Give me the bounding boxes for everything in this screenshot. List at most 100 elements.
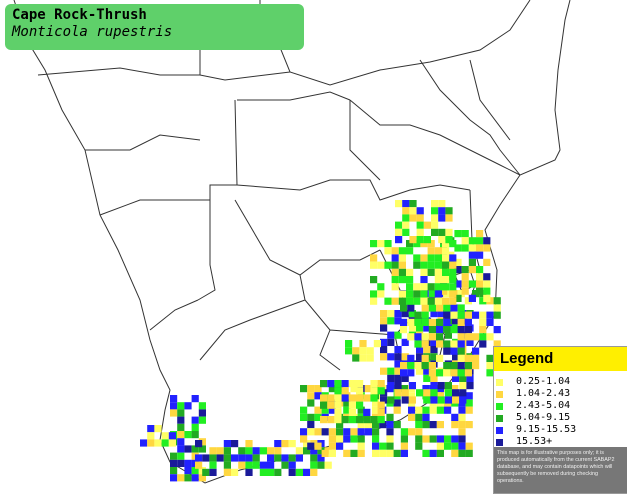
- grid-cell: [449, 290, 457, 298]
- grid-cell: [300, 413, 308, 421]
- grid-cell: [209, 468, 217, 476]
- grid-cell: [398, 268, 406, 276]
- grid-cell: [416, 207, 424, 215]
- grid-cell: [350, 435, 358, 443]
- grid-cell: [386, 421, 394, 429]
- grid-cell: [387, 396, 395, 404]
- grid-cell: [238, 454, 246, 462]
- grid-cell: [444, 435, 452, 443]
- grid-cell: [423, 367, 431, 375]
- grid-cell: [267, 447, 275, 455]
- grid-cell: [177, 452, 185, 460]
- grid-cell: [394, 317, 402, 325]
- grid-cell: [423, 389, 431, 397]
- grid-cell: [402, 207, 410, 215]
- grid-cell: [168, 432, 176, 440]
- grid-cell: [370, 297, 378, 305]
- grid-cell: [461, 273, 469, 281]
- grid-cell: [391, 276, 399, 284]
- grid-cell: [430, 346, 438, 354]
- grid-cell: [307, 428, 315, 436]
- grid-cell: [476, 251, 484, 259]
- grid-cell: [307, 392, 315, 400]
- grid-cell: [198, 416, 206, 424]
- legend-item: 9.15-15.53: [494, 424, 627, 437]
- grid-cell: [372, 449, 380, 457]
- grid-cell: [198, 402, 206, 410]
- grid-cell: [486, 354, 494, 362]
- grid-cell: [295, 454, 303, 462]
- grid-cell: [472, 354, 480, 362]
- interior-borders: [85, 134, 210, 216]
- grid-cell: [451, 421, 459, 429]
- grid-cell: [372, 399, 380, 407]
- grid-cell: [442, 261, 450, 269]
- grid-cell: [464, 297, 472, 305]
- grid-cell: [458, 406, 466, 414]
- grid-cell: [457, 318, 465, 326]
- grid-cell: [394, 360, 402, 368]
- grid-cell: [430, 353, 438, 361]
- grid-cell: [483, 237, 491, 245]
- grid-cell: [394, 331, 402, 339]
- legend-swatch: [496, 403, 503, 410]
- grid-cell: [449, 283, 457, 291]
- grid-cell: [356, 401, 364, 409]
- grid-cell: [415, 406, 423, 414]
- grid-cell: [177, 416, 185, 424]
- grid-cell: [191, 467, 199, 475]
- grid-cell: [479, 340, 487, 348]
- grid-cell: [380, 367, 388, 375]
- grid-cell: [414, 333, 422, 341]
- grid-cell: [450, 326, 458, 334]
- grid-cell: [468, 266, 476, 274]
- grid-cell: [483, 280, 491, 288]
- grid-cell: [320, 380, 328, 388]
- grid-cell: [267, 468, 275, 476]
- grid-cell: [300, 406, 308, 414]
- grid-cell: [391, 283, 399, 291]
- grid-cell: [170, 402, 178, 410]
- grid-cell: [483, 244, 491, 252]
- grid-cell: [449, 276, 457, 284]
- grid-cell: [465, 421, 473, 429]
- grid-cell: [334, 401, 342, 409]
- grid-cell: [394, 346, 402, 354]
- border-zimbabwe: [349, 99, 521, 176]
- grid-cell: [429, 449, 437, 457]
- grid-cell: [386, 442, 394, 450]
- grid-cell: [468, 280, 476, 288]
- grid-cell: [387, 367, 395, 375]
- legend-label: 15.53+: [516, 436, 553, 447]
- grid-cell: [274, 447, 282, 455]
- grid-cell: [461, 287, 469, 295]
- grid-cell: [400, 326, 408, 334]
- grid-cell: [400, 362, 408, 370]
- grid-cell: [348, 408, 356, 416]
- grid-cell: [320, 394, 328, 402]
- grid-cell: [341, 380, 349, 388]
- grid-cell: [198, 409, 206, 417]
- grid-cell: [457, 362, 465, 370]
- grid-cell: [216, 454, 224, 462]
- grid-cell: [274, 440, 282, 448]
- grid-cell: [341, 387, 349, 395]
- grid-cell: [427, 240, 435, 248]
- grid-cell: [415, 442, 423, 450]
- grid-cell: [458, 413, 466, 421]
- grid-cell: [357, 435, 365, 443]
- grid-cell: [461, 244, 469, 252]
- grid-cell: [177, 409, 185, 417]
- grid-cell: [443, 326, 451, 334]
- grid-cell: [452, 389, 460, 397]
- grid-cell: [423, 221, 431, 229]
- grid-cell: [372, 442, 380, 450]
- grid-cell: [406, 290, 414, 298]
- grid-cell: [314, 406, 322, 414]
- grid-cell: [451, 385, 459, 393]
- border-namibia-sa: [149, 299, 199, 331]
- grid-cell: [398, 261, 406, 269]
- grid-cell: [472, 311, 480, 319]
- grid-cell: [416, 389, 424, 397]
